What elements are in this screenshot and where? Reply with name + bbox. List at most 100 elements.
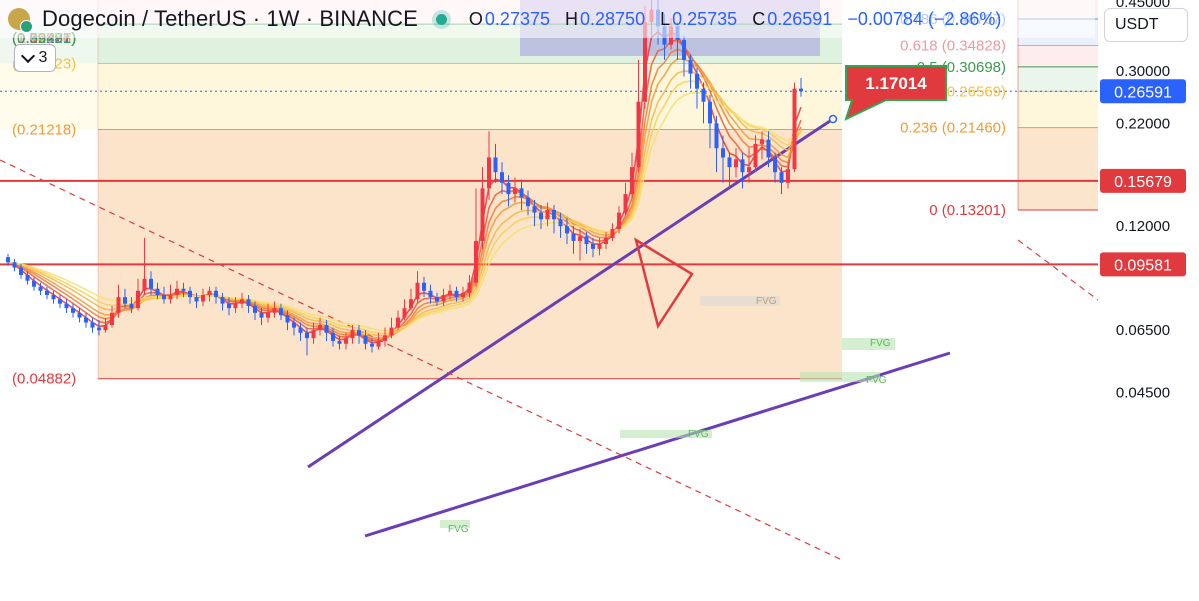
candle-body (259, 312, 264, 318)
candle-body (38, 286, 43, 291)
candle-body (500, 172, 504, 183)
candle-body (363, 335, 368, 344)
candle-body (493, 157, 498, 173)
target-label: 1.17014 (865, 74, 927, 93)
candle-body (747, 167, 751, 173)
candle-body (64, 303, 69, 309)
lower-channel-line (364, 351, 951, 538)
candle-body (766, 139, 771, 158)
candle-body (292, 322, 296, 328)
candle-body (721, 148, 725, 158)
candle-body (227, 303, 231, 309)
candle-body (305, 332, 309, 339)
candle-body (714, 123, 719, 149)
fvg-label: FVG (866, 375, 887, 386)
candle-body (734, 159, 738, 168)
candle-body (376, 340, 381, 347)
candle-body (571, 233, 576, 241)
open-label: O (468, 8, 483, 29)
candle-body (636, 101, 641, 168)
candle-body (441, 294, 446, 302)
price-tick-label: 0.04500 (1116, 385, 1170, 402)
price-badge-label: 0.09581 (1114, 257, 1172, 274)
candle-body (19, 267, 23, 275)
candle-body (480, 188, 485, 241)
candle-body (578, 236, 582, 241)
close-label: C (752, 8, 766, 29)
candle-body (149, 278, 153, 289)
fvg-box (800, 372, 880, 382)
triangle-pattern (634, 237, 694, 330)
fib-level-label: 0 (0.13201) (929, 202, 1006, 219)
candle-body (799, 88, 803, 92)
candle-body (25, 274, 30, 281)
candle-body (786, 169, 790, 183)
candle-body (552, 210, 556, 220)
dogecoin-logo-icon (8, 8, 33, 33)
candle-body (318, 325, 322, 331)
open-value: 0.27375 (484, 8, 550, 29)
price-badge (1100, 79, 1186, 104)
candle-body (396, 317, 400, 328)
chart-header: Dogecoin / TetherUS · 1W · BINANCE O 0.27… (0, 0, 1095, 38)
target-anchor-point (828, 114, 838, 124)
candle-body (6, 257, 10, 263)
high-value: 0.28750 (580, 8, 646, 29)
target-bubble (844, 65, 947, 121)
candle-body (461, 292, 465, 298)
candle-body (513, 188, 517, 195)
currency-selector[interactable]: USDT (1104, 8, 1188, 42)
change-value: −0.00784 (−2.86%) (847, 8, 1002, 29)
symbol-title[interactable]: Dogecoin / TetherUS · 1W · BINANCE (42, 6, 418, 31)
candle-body (539, 212, 543, 220)
fvg-label: FVG (870, 338, 891, 349)
fib-zone (98, 129, 842, 379)
candle-body (792, 88, 797, 170)
candle-body (201, 294, 205, 302)
candle-body (591, 244, 595, 249)
candle-body (422, 282, 426, 291)
candle-body (110, 312, 114, 326)
candle-body (409, 299, 413, 309)
candle-body (623, 194, 628, 213)
candle-body (435, 297, 439, 302)
candle-body (97, 327, 101, 331)
candle-body (370, 343, 374, 347)
candle-body (474, 240, 478, 283)
candle-body (630, 167, 634, 195)
price-badge-label: 0.26591 (1114, 84, 1172, 101)
target-callout: 1.17014 (844, 65, 947, 121)
left-fib-label: (0.21218) (12, 122, 76, 139)
candle-body (103, 325, 108, 331)
candle-body (506, 182, 511, 195)
candle-body (220, 297, 225, 304)
low-label: L (660, 8, 671, 29)
high-label: H (565, 8, 579, 29)
candle-body (12, 262, 17, 268)
candle-body (142, 278, 147, 291)
candle-body (448, 290, 452, 295)
dashed-trend-line (1017, 239, 1099, 301)
candle-body (604, 237, 608, 245)
fib-ext-zone (1018, 127, 1098, 211)
left-fib-label: (0.04882) (12, 371, 76, 388)
ema-line (7, 80, 802, 335)
fib-zones (0, 0, 842, 380)
candle-body (610, 229, 615, 238)
candle-body (246, 299, 251, 306)
candle-body (175, 288, 179, 295)
fib-zone (98, 63, 842, 130)
candle-body (181, 288, 186, 291)
candle-body (597, 244, 602, 249)
price-tick-label: 0.45000 (1116, 0, 1170, 11)
fvg-box (842, 338, 895, 350)
candle-body (467, 282, 472, 293)
fvg-box (440, 520, 470, 528)
indicators-count: 3 (38, 49, 48, 66)
ema-line (7, 91, 802, 332)
candle-body (240, 299, 244, 304)
candle-body (415, 282, 420, 300)
candle-body (155, 288, 160, 295)
indicators-toggle-button[interactable]: 3 (14, 44, 56, 72)
